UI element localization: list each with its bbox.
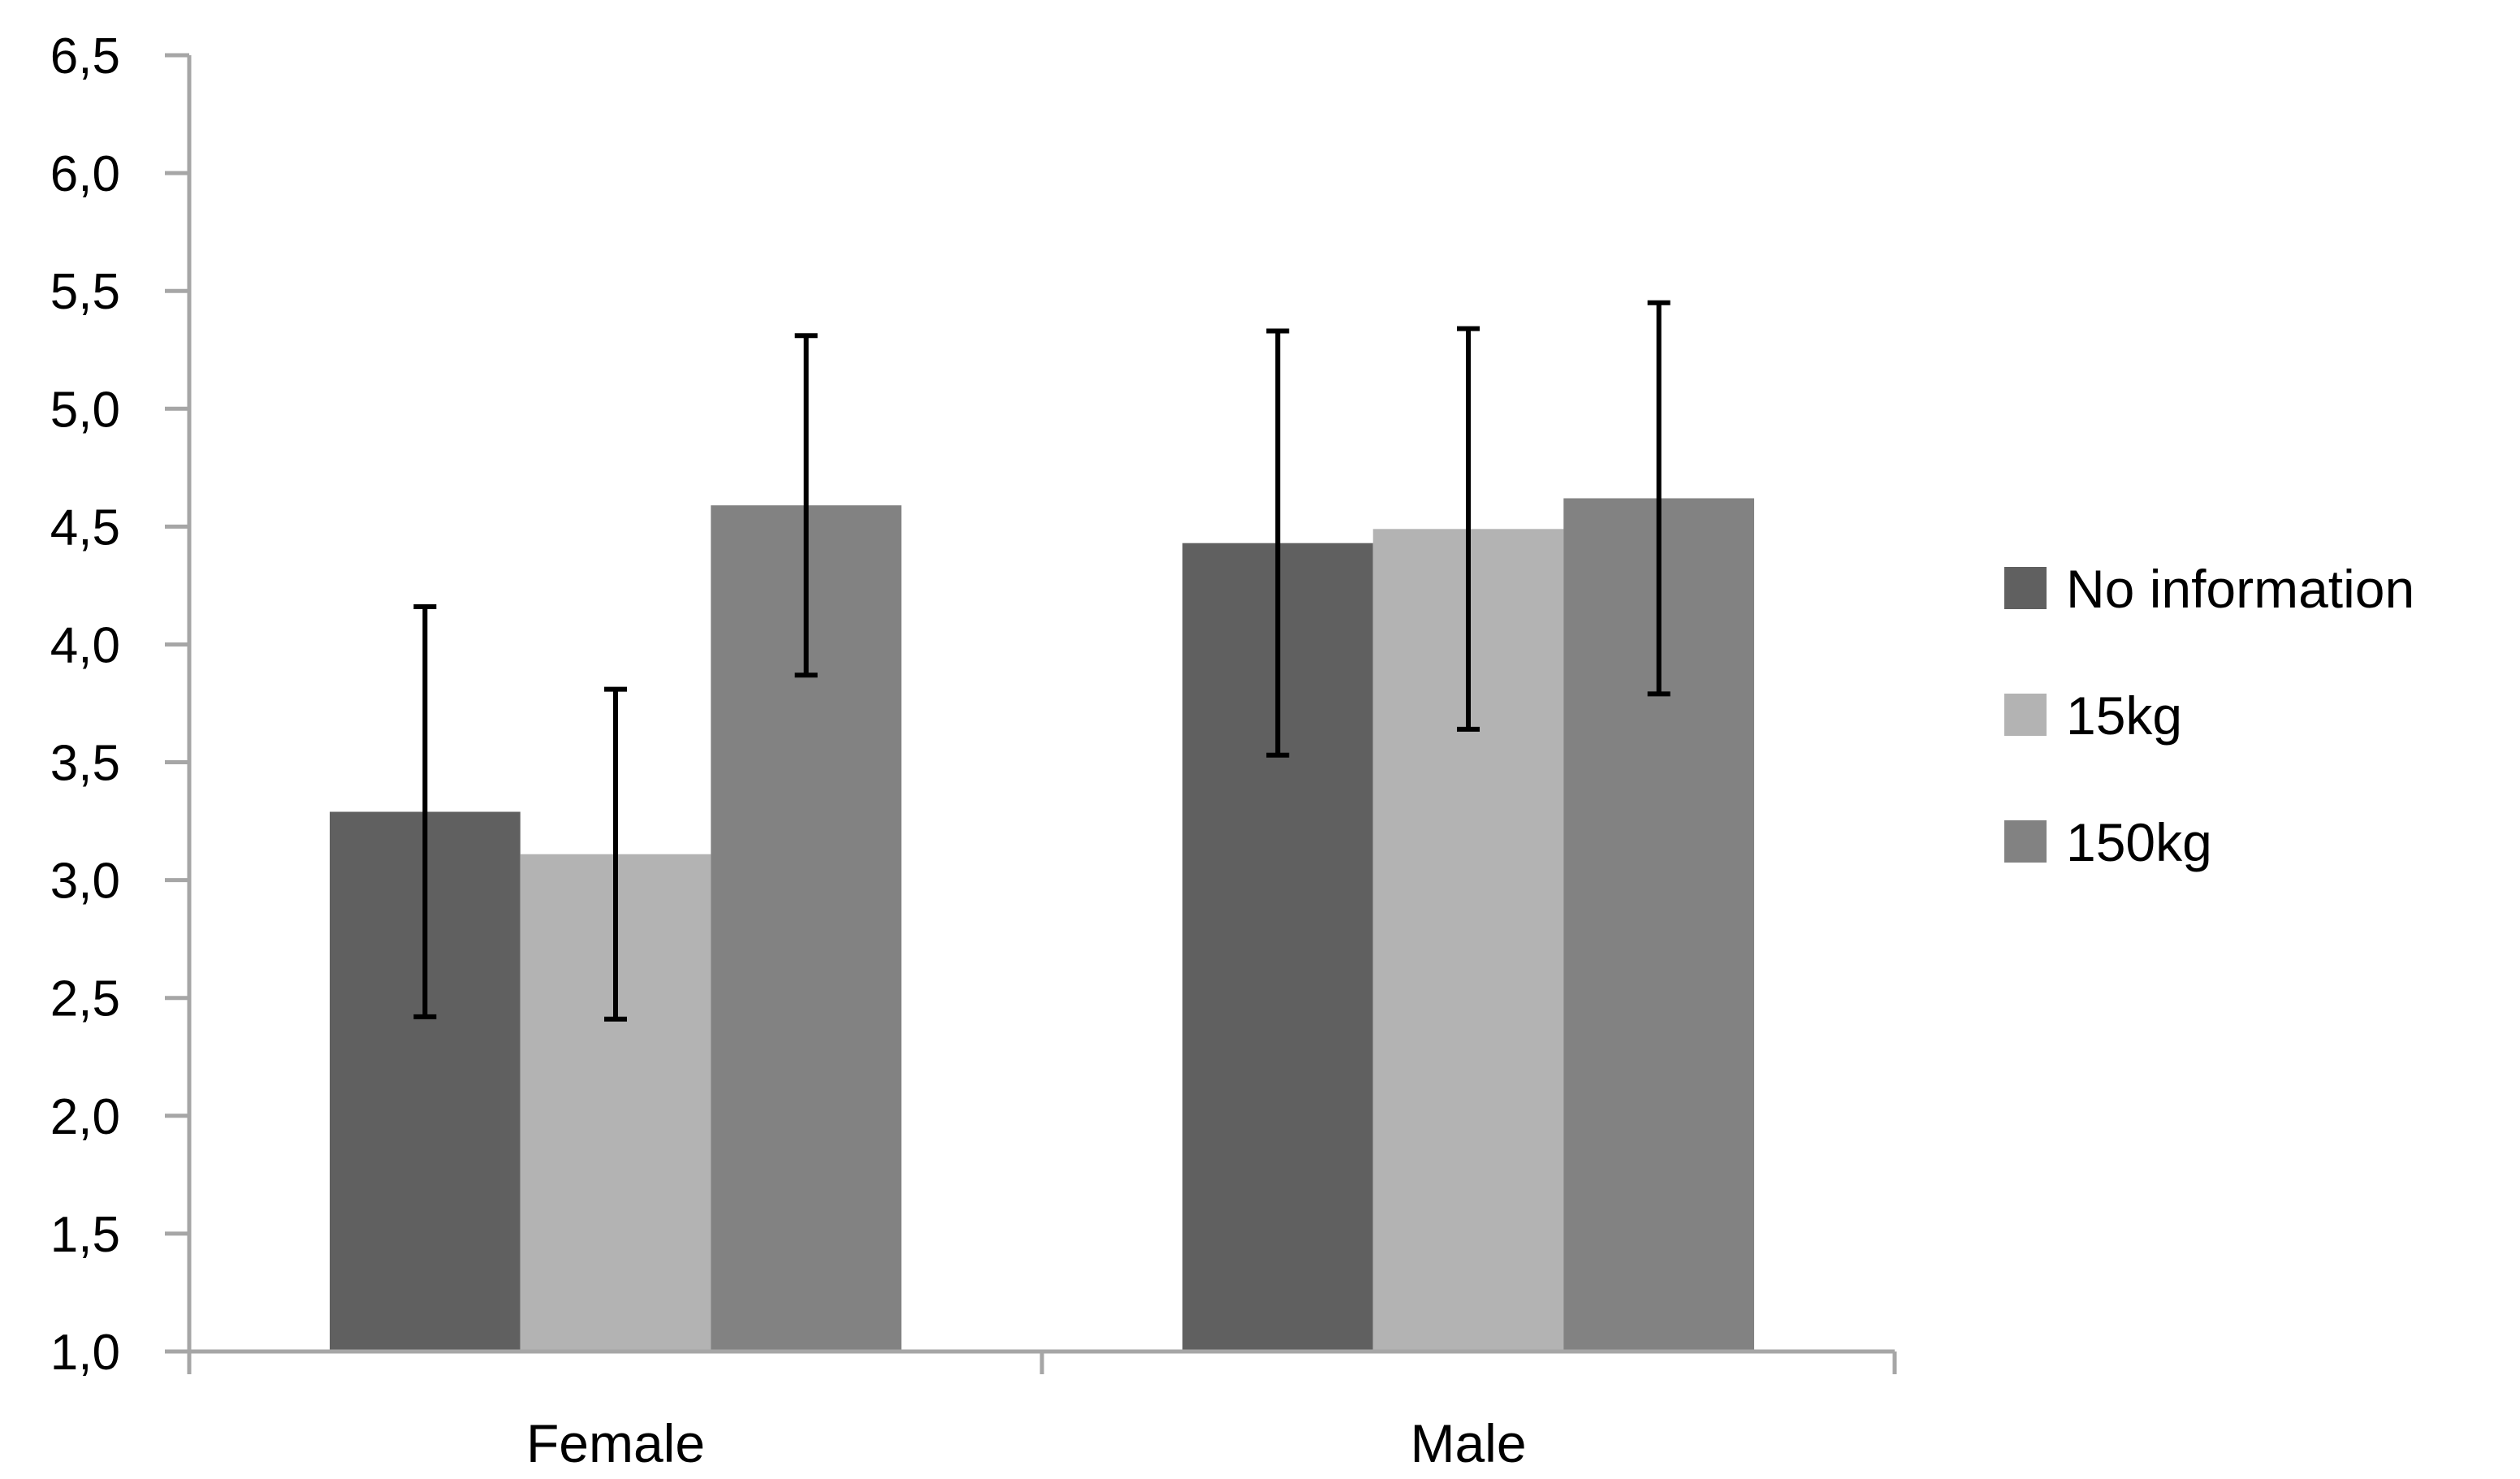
legend: No information 15kg 150kg xyxy=(2004,559,2414,872)
y-tick-label: 2,0 xyxy=(50,1089,120,1145)
y-tick-label: 3,0 xyxy=(50,854,120,910)
y-tick-label: 2,5 xyxy=(50,971,120,1027)
y-tick-label: 1,5 xyxy=(50,1207,120,1263)
bars-layer xyxy=(330,498,1754,1352)
y-tick-label: 5,5 xyxy=(50,264,120,320)
error-bar-female-150kg xyxy=(794,333,818,678)
x-tick-label-female: Female xyxy=(526,1413,705,1473)
legend-item-15kg: 15kg xyxy=(2004,685,2182,746)
legend-swatch-150kg xyxy=(2004,820,2047,863)
y-tick-label: 1,0 xyxy=(50,1325,120,1381)
legend-swatch-no-information xyxy=(2004,567,2047,609)
y-tick-label: 6,5 xyxy=(50,28,120,84)
error-bar-female-no-information xyxy=(413,604,437,1019)
error-bar-male-15kg xyxy=(1457,326,1480,732)
legend-item-150kg: 150kg xyxy=(2004,812,2212,872)
x-tick-label-male: Male xyxy=(1410,1413,1526,1473)
legend-swatch-15kg xyxy=(2004,694,2047,736)
y-tick-label: 3,5 xyxy=(50,736,120,792)
y-tick-label: 4,5 xyxy=(50,499,120,556)
legend-label-15kg: 15kg xyxy=(2066,685,2182,746)
y-tick-label: 4,0 xyxy=(50,618,120,674)
y-tick-label: 6,0 xyxy=(50,146,120,202)
error-bar-male-150kg xyxy=(1647,300,1671,697)
error-bar-female-15kg xyxy=(604,686,627,1022)
error-bar-male-no-information xyxy=(1266,328,1290,758)
error-bars-layer xyxy=(413,300,1671,1022)
axes-layer: Female Male 1,0 1,5 2,0 2,5 3,0 3,5 4,0 4,5 5,0 5,5… xyxy=(50,28,1897,1473)
legend-item-no-information: No information xyxy=(2004,559,2414,619)
legend-label-150kg: 150kg xyxy=(2066,812,2212,872)
y-tick-label: 5,0 xyxy=(50,382,120,438)
legend-label-no-information: No information xyxy=(2066,559,2414,619)
